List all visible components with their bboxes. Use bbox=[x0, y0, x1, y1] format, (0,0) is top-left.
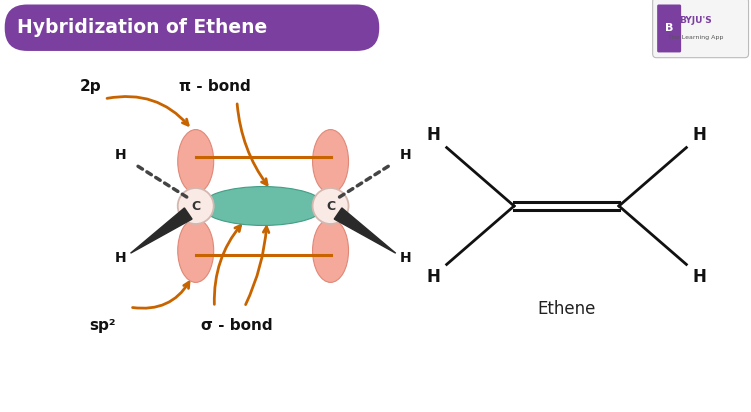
FancyBboxPatch shape bbox=[5, 5, 379, 51]
Text: H: H bbox=[115, 148, 127, 162]
Text: H: H bbox=[427, 126, 440, 144]
Ellipse shape bbox=[312, 219, 348, 282]
Text: Hybridization of Ethene: Hybridization of Ethene bbox=[17, 18, 267, 37]
Text: σ - bond: σ - bond bbox=[201, 318, 273, 333]
Text: π - bond: π - bond bbox=[179, 79, 250, 94]
Text: H: H bbox=[427, 268, 440, 286]
Text: H: H bbox=[693, 126, 707, 144]
Text: Ethene: Ethene bbox=[537, 300, 596, 318]
Ellipse shape bbox=[178, 130, 214, 193]
Ellipse shape bbox=[312, 130, 348, 193]
Polygon shape bbox=[131, 208, 192, 253]
Text: H: H bbox=[400, 251, 412, 265]
Text: H: H bbox=[115, 251, 127, 265]
Text: B: B bbox=[665, 23, 674, 33]
Text: C: C bbox=[326, 199, 335, 213]
Ellipse shape bbox=[201, 187, 325, 225]
Circle shape bbox=[312, 188, 348, 224]
Text: 2p: 2p bbox=[80, 79, 101, 94]
FancyBboxPatch shape bbox=[653, 0, 749, 58]
Text: H: H bbox=[693, 268, 707, 286]
Text: BYJU'S: BYJU'S bbox=[679, 16, 712, 26]
Ellipse shape bbox=[178, 219, 214, 282]
Polygon shape bbox=[334, 208, 396, 253]
Text: The Learning App: The Learning App bbox=[668, 35, 723, 40]
Text: H: H bbox=[400, 148, 412, 162]
Text: C: C bbox=[192, 199, 201, 213]
Text: sp²: sp² bbox=[89, 318, 116, 333]
Circle shape bbox=[178, 188, 214, 224]
FancyBboxPatch shape bbox=[657, 5, 681, 52]
